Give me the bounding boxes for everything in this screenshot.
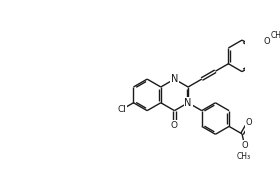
Text: Cl: Cl [117, 105, 126, 114]
Text: O: O [264, 37, 270, 46]
Text: N: N [171, 74, 178, 84]
Text: O: O [246, 118, 252, 127]
Text: N: N [185, 98, 192, 108]
Text: CH₃: CH₃ [236, 152, 251, 161]
Text: O: O [241, 141, 248, 150]
Text: CH₃: CH₃ [270, 31, 280, 40]
Text: O: O [171, 121, 178, 130]
